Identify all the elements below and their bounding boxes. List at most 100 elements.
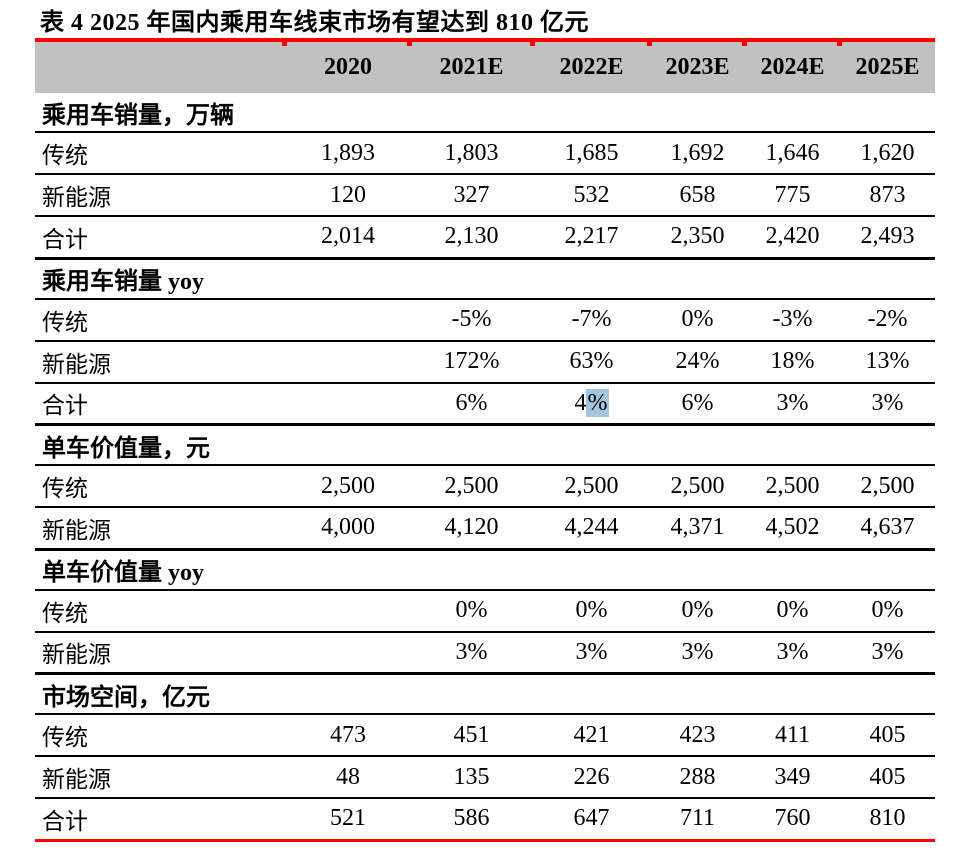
- table-row: 新能源 172% 63% 24% 18% 13%: [35, 341, 935, 383]
- table-row: 传统 0% 0% 0% 0% 0%: [35, 590, 935, 632]
- value-cell: 2,500: [860, 472, 915, 499]
- value-cell: 1,646: [765, 139, 820, 166]
- section-header: 乘用车销量，万辆: [42, 102, 234, 129]
- value-cell: 3%: [871, 638, 904, 665]
- value-cell: 2,350: [670, 223, 725, 250]
- row-label: 新能源: [42, 185, 111, 210]
- value-cell: 473: [330, 721, 366, 748]
- row-label: 传统: [42, 309, 88, 335]
- row-label: 合计: [42, 393, 88, 419]
- value-cell: [286, 590, 410, 632]
- value-cell: 4%: [574, 388, 609, 417]
- value-cell: 2,493: [860, 223, 915, 250]
- table-header-row: 2020 2021E 2022E 2023E 2024E 2025E: [35, 42, 935, 93]
- value-cell: [286, 632, 410, 674]
- value-cell: 586: [453, 805, 490, 832]
- corner-cell: [35, 42, 286, 93]
- value-cell: 4,244: [564, 514, 619, 541]
- value-cell: 120: [330, 181, 366, 208]
- table-row: 合计 6% 4% 6% 3% 3%: [35, 383, 935, 425]
- value-cell: 226: [573, 763, 610, 790]
- value-cell: 2,500: [321, 472, 375, 499]
- value-cell: 0%: [575, 597, 608, 623]
- year-column-header: 2025E: [840, 42, 935, 93]
- section-header-row: 单车价值量 yoy: [35, 549, 935, 590]
- section-header-row: 乘用车销量 yoy: [35, 258, 935, 299]
- value-cell: 2,130: [444, 223, 499, 250]
- value-cell: 451: [453, 721, 490, 748]
- value-cell: 288: [679, 763, 716, 790]
- value-cell: 4,000: [321, 514, 375, 541]
- section-header: 单车价值量，元: [42, 435, 210, 462]
- section-header-row: 单车价值量，元: [35, 424, 935, 465]
- table-top-rule: [35, 38, 935, 46]
- value-cell: 349: [774, 763, 811, 790]
- value-cell: 3%: [871, 389, 904, 416]
- table-grid: 2020 2021E 2022E 2023E 2024E 2025E 乘用车销量，万辆 传统…: [35, 42, 935, 842]
- value-cell: 1,893: [321, 139, 375, 166]
- value-cell: 647: [573, 805, 610, 832]
- value-cell: -5%: [451, 306, 492, 332]
- value-cell: 3%: [681, 638, 714, 665]
- value-cell: 2,500: [765, 472, 820, 499]
- data-table: 2020 2021E 2022E 2023E 2024E 2025E 乘用车销量，万辆 传统…: [35, 38, 935, 842]
- value-cell: 521: [330, 805, 366, 832]
- value-cell: 3%: [575, 638, 608, 665]
- row-label: 传统: [42, 143, 88, 168]
- column-tick-mark: [647, 42, 652, 46]
- value-cell: 2,217: [564, 223, 619, 250]
- value-cell: 13%: [865, 348, 910, 374]
- value-cell: 423: [679, 721, 716, 748]
- value-cell: 172%: [443, 348, 500, 374]
- value-cell: 421: [573, 721, 610, 748]
- value-cell: 658: [679, 181, 716, 208]
- value-cell: 3%: [776, 638, 809, 665]
- row-label: 合计: [42, 808, 88, 834]
- section-header: 单车价值量 yoy: [42, 560, 204, 586]
- value-cell: 873: [869, 181, 906, 208]
- table-row: 新能源 120 327 532 658 775 873: [35, 174, 935, 216]
- row-label: 传统: [42, 600, 88, 626]
- highlighted-text: %: [585, 388, 609, 417]
- value-cell: 405: [869, 721, 906, 748]
- value-cell: 0%: [455, 597, 488, 623]
- year-column-header: 2022E: [533, 42, 650, 93]
- value-cell: 2,500: [670, 472, 725, 499]
- value-cell: 0%: [871, 597, 904, 623]
- year-column-header: 2020: [286, 42, 410, 93]
- value-cell: 4,502: [765, 514, 820, 541]
- value-cell: [286, 299, 410, 341]
- value-cell: 2,420: [765, 223, 820, 250]
- year-column-header: 2023E: [650, 42, 745, 93]
- value-cell: [286, 341, 410, 383]
- table-row: 传统 473 451 421 423 411 405: [35, 714, 935, 756]
- value-cell: 1,692: [670, 139, 725, 166]
- table-row: 传统 -5% -7% 0% -3% -2%: [35, 299, 935, 341]
- table-row: 新能源 4,000 4,120 4,244 4,371 4,502 4,637: [35, 507, 935, 549]
- table-row: 传统 2,500 2,500 2,500 2,500 2,500 2,500: [35, 465, 935, 507]
- value-cell: 3%: [776, 389, 809, 416]
- row-label: 新能源: [42, 767, 111, 792]
- value-cell: 760: [774, 805, 811, 832]
- value-cell: 1,620: [860, 139, 915, 166]
- column-tick-mark: [530, 42, 535, 46]
- column-tick-mark: [742, 42, 747, 46]
- table-title: 表 4 2025 年国内乘用车线束市场有望达到 810 亿元: [40, 10, 589, 36]
- table-row: 传统 1,893 1,803 1,685 1,692 1,646 1,620: [35, 132, 935, 174]
- value-cell: 405: [869, 763, 906, 790]
- value-cell: 775: [774, 181, 811, 208]
- section-header-row: 乘用车销量，万辆: [35, 93, 935, 132]
- value-cell: 0%: [681, 306, 714, 332]
- table-row: 新能源 48 135 226 288 349 405: [35, 756, 935, 798]
- value-cell: 711: [679, 805, 716, 832]
- section-header: 乘用车销量 yoy: [42, 269, 204, 295]
- value-cell: -2%: [867, 306, 908, 332]
- row-label: 新能源: [42, 351, 111, 377]
- value-cell: 2,500: [564, 472, 619, 499]
- column-tick-mark: [837, 42, 842, 46]
- row-label: 新能源: [42, 517, 111, 543]
- value-cell: 6%: [455, 389, 488, 416]
- year-column-header: 2021E: [410, 42, 533, 93]
- value-cell: 2,014: [321, 223, 375, 250]
- value-cell: 18%: [770, 348, 815, 374]
